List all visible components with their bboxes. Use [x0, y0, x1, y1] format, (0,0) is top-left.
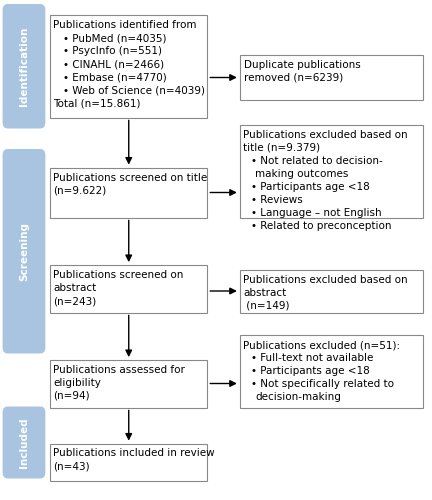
Text: • PubMed (n=4035): • PubMed (n=4035)	[63, 33, 166, 43]
Text: Screening: Screening	[19, 222, 29, 281]
Text: abstract: abstract	[243, 288, 286, 298]
FancyBboxPatch shape	[3, 4, 45, 128]
Text: (n=43): (n=43)	[53, 462, 90, 471]
Text: (n=149): (n=149)	[243, 301, 290, 311]
FancyBboxPatch shape	[240, 55, 423, 100]
Text: Included: Included	[19, 417, 29, 468]
Text: • Not specifically related to: • Not specifically related to	[251, 379, 394, 389]
FancyBboxPatch shape	[50, 444, 207, 481]
Text: • Embase (n=4770): • Embase (n=4770)	[63, 72, 166, 82]
Text: • Related to preconception: • Related to preconception	[251, 221, 391, 231]
Text: • Web of Science (n=4039): • Web of Science (n=4039)	[63, 85, 205, 95]
FancyBboxPatch shape	[3, 149, 45, 354]
Text: Identification: Identification	[19, 26, 29, 106]
Text: Publications included in review: Publications included in review	[53, 448, 215, 458]
Text: (n=243): (n=243)	[53, 296, 96, 306]
FancyBboxPatch shape	[240, 335, 423, 407]
Text: • Not related to decision-: • Not related to decision-	[251, 156, 383, 166]
Text: Publications excluded based on: Publications excluded based on	[243, 275, 408, 285]
Text: • CINAHL (n=2466): • CINAHL (n=2466)	[63, 59, 164, 69]
FancyBboxPatch shape	[50, 15, 207, 118]
Text: decision-making: decision-making	[255, 392, 341, 402]
Text: Publications assessed for: Publications assessed for	[53, 365, 185, 375]
Text: Publications identified from: Publications identified from	[53, 20, 197, 30]
Text: title (n=9.379): title (n=9.379)	[243, 143, 321, 153]
FancyBboxPatch shape	[3, 406, 45, 478]
Text: eligibility: eligibility	[53, 378, 101, 388]
Text: • Full-text not available: • Full-text not available	[251, 353, 373, 363]
Text: Publications excluded based on: Publications excluded based on	[243, 130, 408, 140]
Text: • Participants age <18: • Participants age <18	[251, 366, 370, 376]
Text: • Language – not English: • Language – not English	[251, 208, 381, 218]
Text: • Reviews: • Reviews	[251, 195, 303, 205]
Text: (n=9.622): (n=9.622)	[53, 186, 106, 196]
FancyBboxPatch shape	[240, 125, 423, 218]
FancyBboxPatch shape	[240, 270, 423, 312]
Text: • Participants age <18: • Participants age <18	[251, 182, 370, 192]
FancyBboxPatch shape	[50, 265, 207, 312]
Text: Duplicate publications: Duplicate publications	[244, 60, 361, 70]
Text: Publications screened on: Publications screened on	[53, 270, 184, 280]
Text: Publications screened on title: Publications screened on title	[53, 172, 207, 182]
Text: abstract: abstract	[53, 283, 96, 293]
Text: • PsycInfo (n=551): • PsycInfo (n=551)	[63, 46, 162, 56]
FancyBboxPatch shape	[50, 360, 207, 408]
FancyBboxPatch shape	[50, 168, 207, 218]
Text: (n=94): (n=94)	[53, 391, 90, 401]
Text: making outcomes: making outcomes	[255, 169, 349, 179]
Text: Total (n=15.861): Total (n=15.861)	[53, 98, 141, 108]
Text: removed (n=6239): removed (n=6239)	[244, 73, 343, 83]
Text: Publications excluded (n=51):: Publications excluded (n=51):	[243, 340, 400, 350]
